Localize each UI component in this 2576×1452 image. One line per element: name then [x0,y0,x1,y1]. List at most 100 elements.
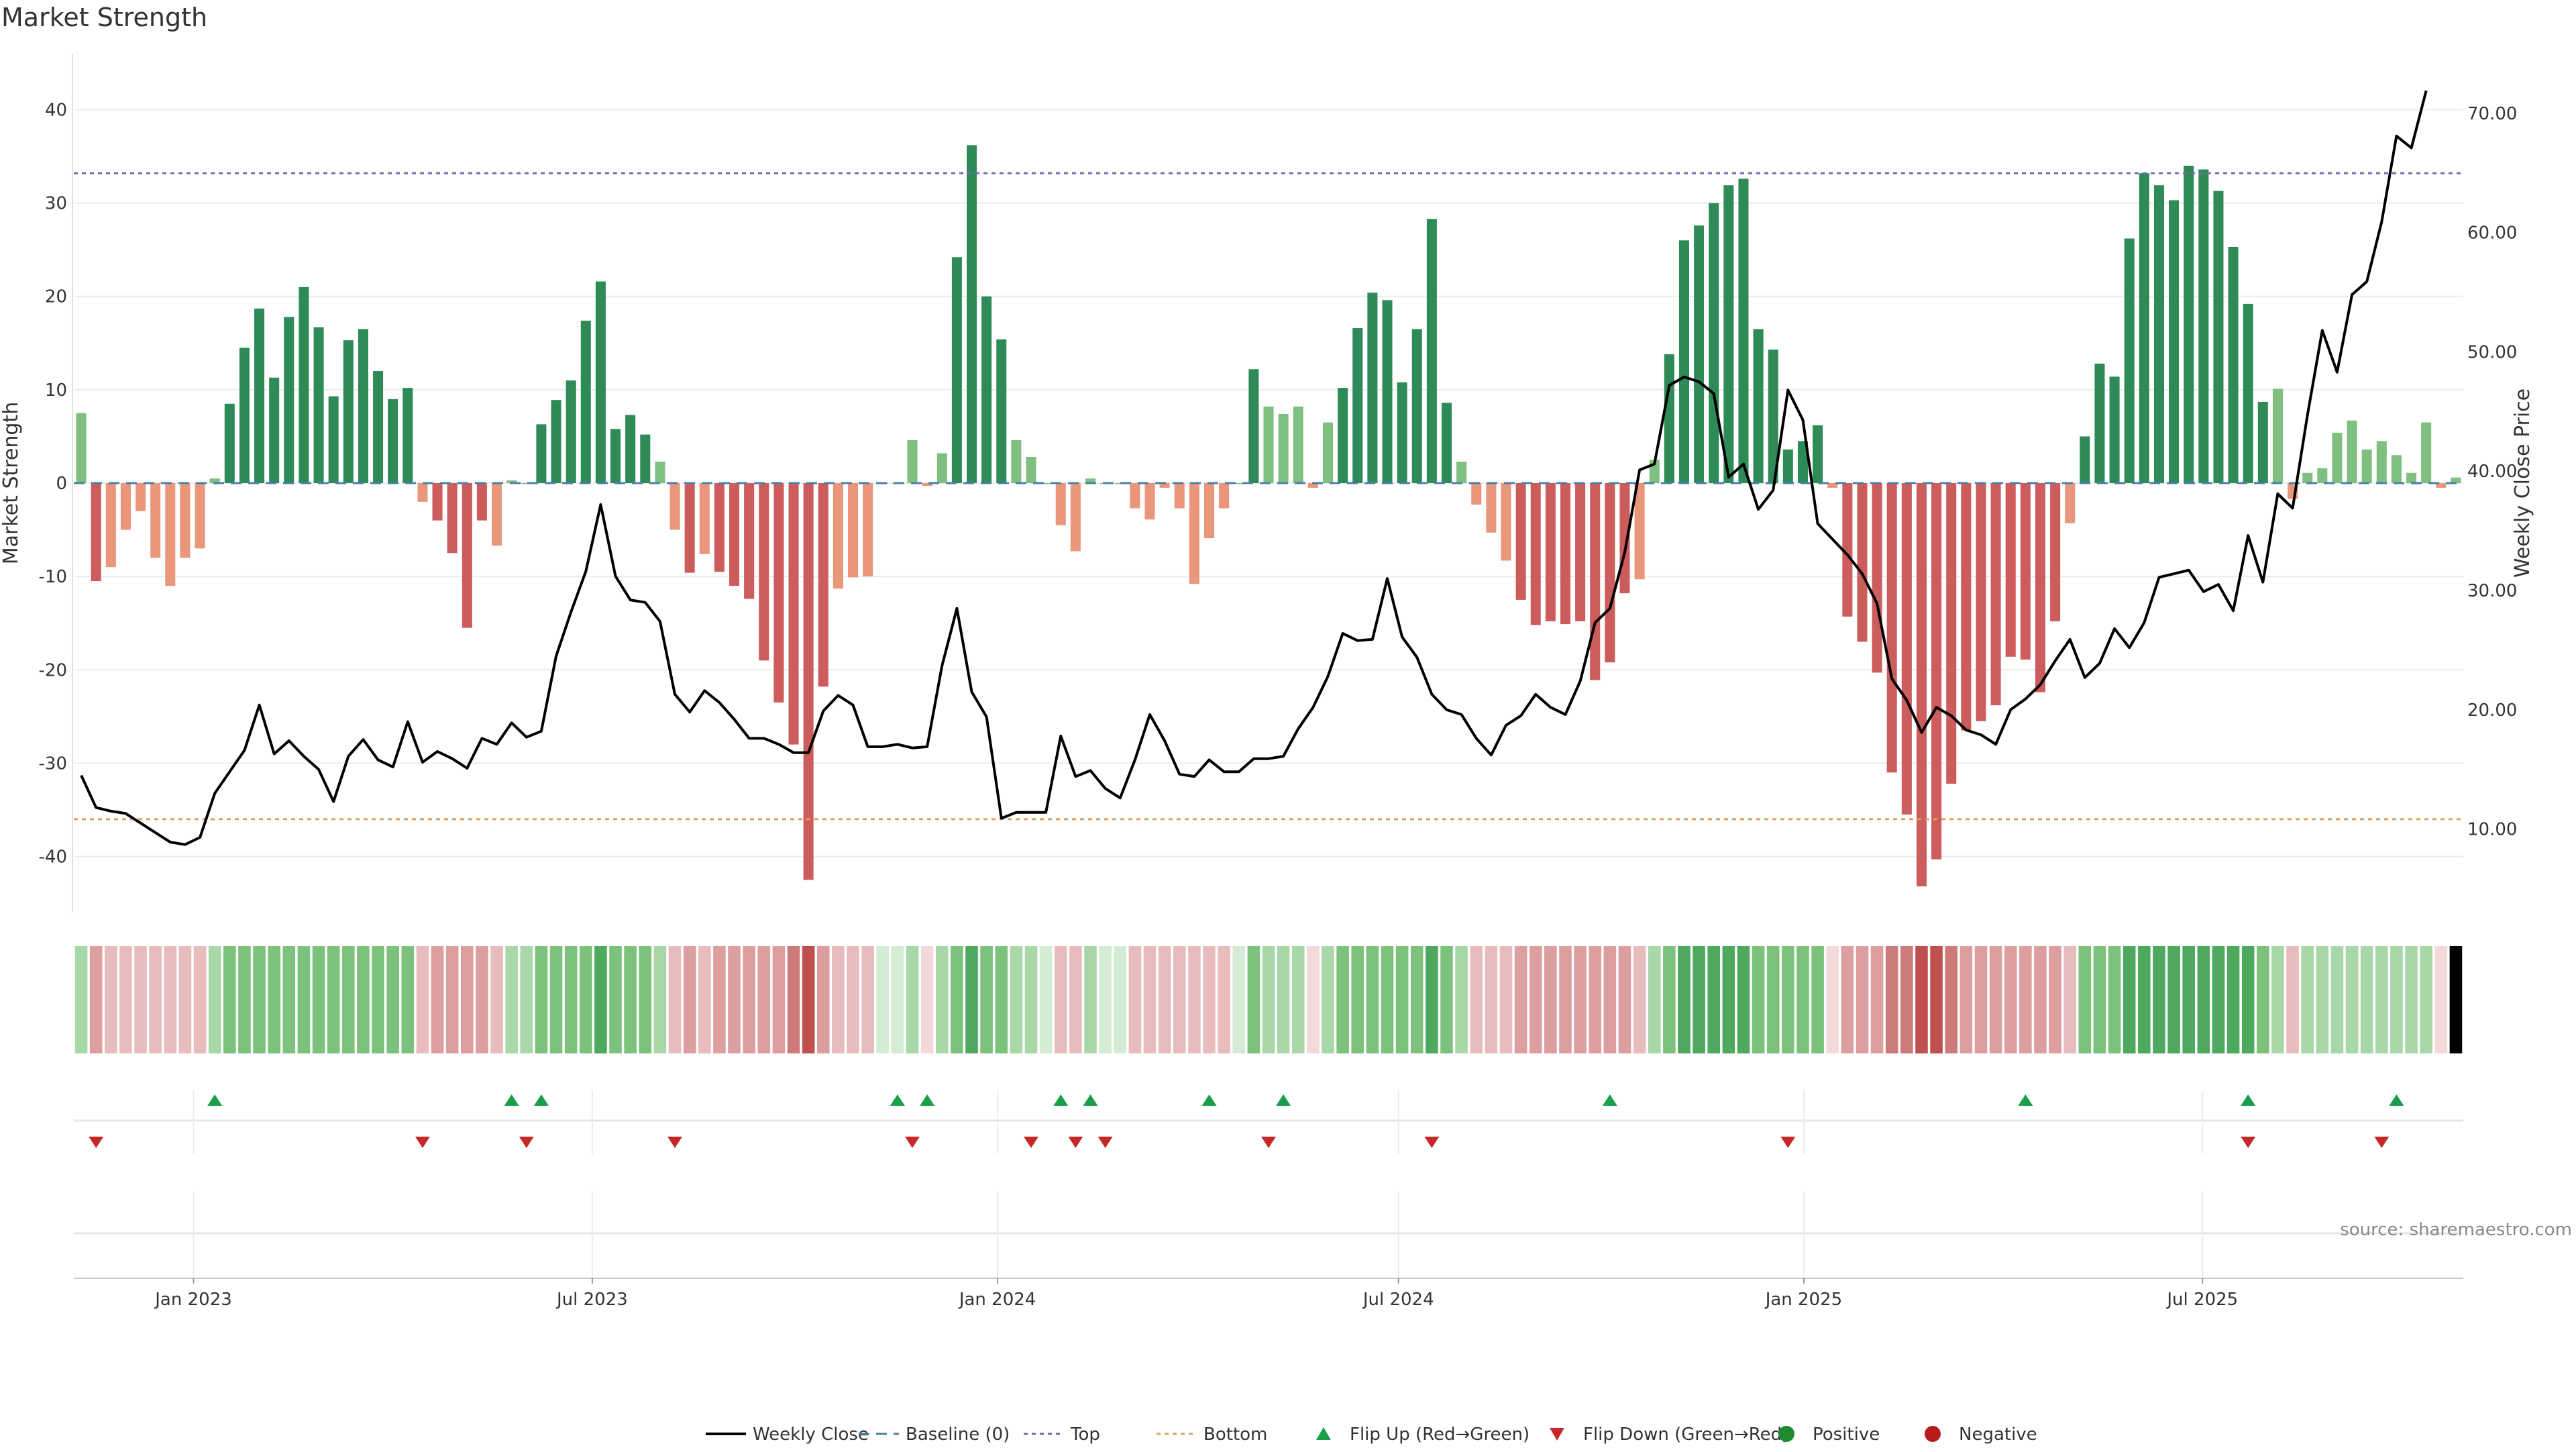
strength-bar [1560,483,1571,625]
strength-bar [432,483,443,521]
heatmap-cell [1084,946,1097,1053]
legend-swatch-flip-up [1316,1427,1331,1440]
strength-bar [2436,483,2447,488]
strength-bar [1471,483,1482,505]
heatmap-cell [1307,946,1320,1053]
flip-up-marker [1083,1094,1098,1106]
strength-bar [492,483,502,546]
strength-bar [1961,483,1972,731]
x-tick-label: Jul 2025 [2165,1290,2238,1310]
heatmap-cell [253,946,266,1053]
strength-bar [744,483,755,599]
y-tick-label: -20 [39,660,67,680]
heatmap-cell [193,946,207,1053]
heatmap-cell [386,946,399,1053]
strength-bar [1678,240,1690,483]
heatmap-cell [2301,946,2314,1053]
strength-bar [1694,225,1705,483]
heatmap-cell [1010,946,1023,1053]
heatmap-cell [134,946,147,1053]
strength-bar [1085,478,1096,483]
heatmap-cell [1960,946,1973,1053]
heatmap-cell [342,946,355,1053]
heatmap-cell [476,946,488,1053]
strength-bar [195,483,205,549]
strength-bar [818,483,828,687]
heatmap-cell [2257,946,2269,1053]
strength-bar [1322,422,1334,483]
heatmap-cell [1262,946,1275,1053]
heatmap-cell [431,946,444,1053]
heatmap-cell [1143,946,1157,1053]
heatmap-cell [223,946,236,1053]
strength-bar [2169,200,2180,483]
flip-down-marker [667,1137,683,1148]
strength-bar [1931,483,1942,860]
heatmap-cell [2316,946,2329,1053]
y-tick-label: 0 [56,474,67,494]
heatmap-cell [2093,946,2106,1053]
x-tick-label: Jan 2023 [154,1290,232,1310]
heatmap-cell [1915,946,1928,1053]
heatmap-cell [297,946,311,1053]
legend: Weekly Close Baseline (0) Top Bottom Flip Up… [706,1424,2037,1445]
y-axis-title: Market Strength [0,402,23,564]
heatmap-cell [891,946,904,1053]
strength-bar [1040,483,1051,484]
strength-bar [313,327,324,483]
heatmap-cell [1663,946,1676,1053]
strength-bar [2213,191,2224,483]
heatmap-cell [2063,946,2077,1053]
strength-bar [1307,483,1318,488]
heatmap-cell [2405,946,2418,1053]
heatmap-cell [935,946,949,1053]
flip-down-marker [89,1137,104,1148]
heatmap-cell [2108,946,2121,1053]
strength-bar [150,483,161,558]
strength-bar [1278,414,1289,483]
heatmap-cell [445,946,459,1053]
strength-bar [2035,483,2045,692]
heatmap-cell [282,946,296,1053]
y2-tick-label: 10.00 [2467,820,2517,840]
heatmap-cell [1603,946,1617,1053]
strength-bar [1768,350,1778,483]
heatmap-cell [1900,946,1913,1053]
heatmap-cell [1232,946,1246,1053]
strength-bar [699,483,710,554]
heatmap-cell [1693,946,1705,1053]
strength-bar [1026,457,1036,483]
strength-bar [1248,369,1259,483]
strength-bar [1144,483,1155,520]
heatmap-cell [951,946,963,1053]
strength-bar [1070,483,1081,552]
flip-up-marker [920,1094,935,1106]
heatmap-cell [2345,946,2359,1053]
heatmap-cell [1856,946,1869,1053]
strength-bar [343,340,354,483]
heatmap-cell [2226,946,2240,1053]
strength-bar [1115,483,1126,484]
strength-bar [1174,483,1185,509]
strength-bar [922,483,932,486]
heatmap-cell [2004,946,2017,1053]
strength-bar [2421,422,2432,483]
strength-bar [269,377,280,483]
strength-bar [610,429,621,483]
flip-down-marker [519,1137,534,1148]
strength-bar [447,483,458,554]
strength-bar [284,317,294,483]
heatmap-cell [1291,946,1305,1053]
heatmap-cell [1455,946,1468,1053]
y2-tick-label: 30.00 [2467,581,2517,601]
strength-bar [1203,483,1215,539]
flip-up-marker [207,1094,223,1106]
heatmap-cell [89,946,103,1053]
strength-bar [729,483,740,586]
legend-label-flip-up: Flip Up (Red→Green) [1350,1424,1529,1445]
strength-bar [966,145,977,483]
strength-bar [833,483,843,589]
strength-bar [2272,388,2283,483]
strength-bar [625,415,636,483]
heatmap-cell [594,946,607,1053]
